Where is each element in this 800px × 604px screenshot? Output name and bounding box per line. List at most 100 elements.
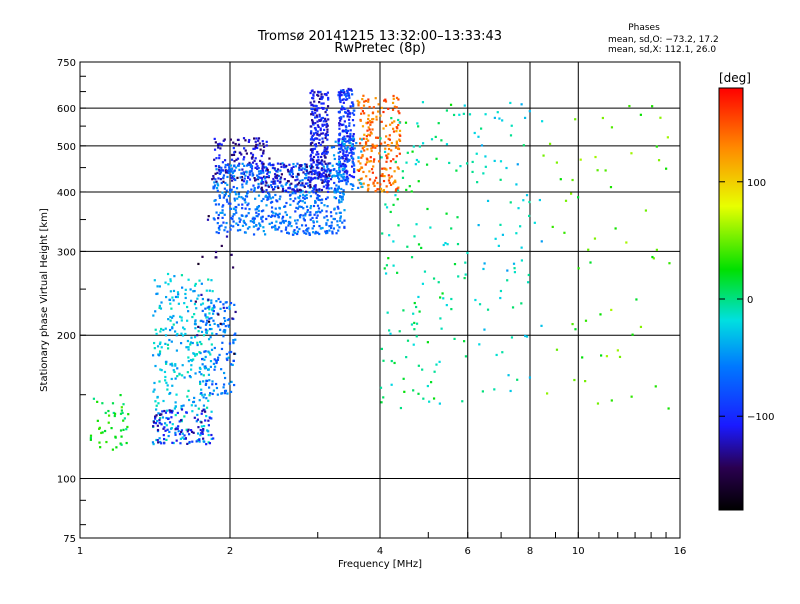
data-point xyxy=(314,232,317,235)
data-point xyxy=(579,158,582,161)
data-point xyxy=(392,130,396,133)
data-point xyxy=(275,213,278,216)
data-point xyxy=(417,180,420,183)
data-point xyxy=(198,380,202,383)
data-point xyxy=(360,166,363,169)
data-point xyxy=(187,310,190,313)
data-point xyxy=(320,106,323,110)
colorbar-unit-label: [deg] xyxy=(719,71,751,85)
data-point xyxy=(320,178,323,181)
data-point xyxy=(401,170,404,173)
data-point xyxy=(325,197,328,201)
data-point xyxy=(121,411,124,415)
data-point xyxy=(655,145,658,148)
data-point xyxy=(192,431,195,434)
data-point xyxy=(359,182,362,185)
colorbar-tick-label: 0 xyxy=(747,295,753,306)
data-point xyxy=(230,167,233,171)
data-point xyxy=(398,121,401,124)
data-point xyxy=(279,162,282,166)
data-point xyxy=(171,384,174,387)
data-point xyxy=(357,156,360,159)
data-point xyxy=(221,323,224,326)
data-point xyxy=(525,194,529,197)
data-point xyxy=(205,331,208,335)
data-point xyxy=(301,167,304,170)
data-point xyxy=(217,313,220,316)
data-point xyxy=(315,211,318,214)
data-point xyxy=(342,139,346,143)
data-point xyxy=(365,135,368,138)
data-point xyxy=(373,158,376,161)
data-point xyxy=(292,191,295,194)
data-point xyxy=(618,355,622,359)
data-point xyxy=(296,232,299,236)
x-axis-label: Frequency [MHz] xyxy=(338,559,422,570)
data-point xyxy=(207,278,210,281)
data-point xyxy=(361,147,364,150)
data-point xyxy=(484,165,487,168)
data-point xyxy=(341,89,345,93)
data-point xyxy=(303,201,307,204)
data-point xyxy=(389,123,392,126)
data-point xyxy=(309,167,313,170)
data-point xyxy=(546,392,549,395)
data-point xyxy=(158,304,161,308)
data-point xyxy=(247,140,250,143)
data-point xyxy=(478,303,482,306)
data-point xyxy=(163,426,166,429)
data-point xyxy=(381,232,384,235)
data-point xyxy=(251,155,254,159)
data-point xyxy=(317,198,320,201)
data-point xyxy=(276,200,279,203)
data-point xyxy=(497,244,500,247)
data-point xyxy=(186,442,189,446)
data-point xyxy=(221,392,224,395)
data-point xyxy=(483,328,486,331)
data-point xyxy=(462,112,465,115)
data-point xyxy=(158,306,161,309)
data-point xyxy=(360,112,363,115)
data-point xyxy=(214,172,217,175)
data-point xyxy=(200,425,203,428)
data-point xyxy=(184,292,187,296)
data-point xyxy=(240,153,243,156)
data-point xyxy=(185,346,188,349)
data-point xyxy=(422,397,425,400)
data-point xyxy=(299,199,302,202)
data-point xyxy=(296,162,299,165)
data-point xyxy=(200,319,203,322)
data-point xyxy=(126,425,129,429)
data-point xyxy=(213,346,216,350)
data-point xyxy=(312,94,315,97)
data-point xyxy=(152,390,155,393)
data-point xyxy=(214,178,217,181)
data-point xyxy=(231,215,234,218)
data-point xyxy=(257,209,260,212)
data-point xyxy=(429,381,433,384)
data-point xyxy=(338,155,341,158)
data-point xyxy=(194,372,197,375)
data-point xyxy=(506,269,509,272)
data-point xyxy=(305,190,308,193)
data-point xyxy=(311,121,315,125)
data-point xyxy=(385,154,388,157)
data-point xyxy=(371,111,375,114)
data-point xyxy=(477,223,480,227)
data-point xyxy=(122,403,125,406)
data-point xyxy=(349,148,352,152)
data-point xyxy=(306,210,309,214)
data-point xyxy=(158,352,162,355)
data-point xyxy=(362,137,365,140)
data-point xyxy=(314,230,318,234)
data-point xyxy=(365,141,368,144)
data-point xyxy=(524,334,527,338)
data-points xyxy=(89,87,671,451)
data-point xyxy=(200,412,203,415)
data-point xyxy=(339,94,342,97)
data-point xyxy=(363,149,366,152)
data-point xyxy=(192,400,195,404)
data-point xyxy=(162,427,165,430)
data-point xyxy=(235,211,238,214)
